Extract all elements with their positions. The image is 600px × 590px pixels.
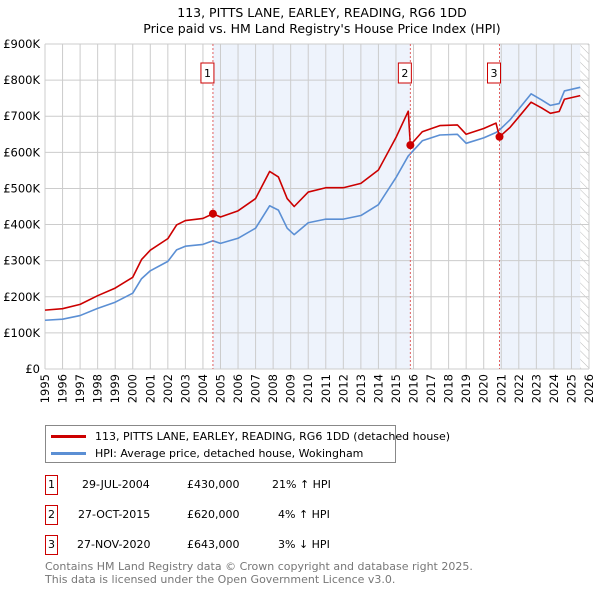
x-tick-label: 2014 <box>371 374 385 403</box>
legend: 113, PITTS LANE, EARLEY, READING, RG6 1D… <box>45 425 450 463</box>
x-tick-label: 2010 <box>301 374 315 403</box>
y-tick-label: £900K <box>3 37 40 51</box>
sale-date: 29-JUL-2004 <box>82 478 150 491</box>
sale-point <box>495 132 504 141</box>
sale-marker-label: 1 <box>204 67 211 80</box>
sale-date: 27-OCT-2015 <box>78 508 151 521</box>
y-tick-label: £300K <box>3 254 40 268</box>
x-tick-label: 2025 <box>564 374 578 403</box>
x-tick-label: 2019 <box>459 374 473 403</box>
legend-swatch-red <box>51 434 86 438</box>
table-row: 2 27-OCT-2015 £620,000 4% ↑ HPI <box>45 505 375 525</box>
hpi-line <box>44 86 581 322</box>
footer: Contains HM Land Registry data © Crown c… <box>45 560 473 586</box>
x-tick-label: 2017 <box>424 374 438 403</box>
legend-swatch-blue <box>51 451 86 455</box>
x-tick-label: 2012 <box>336 374 350 403</box>
x-tick-label: 2005 <box>213 374 227 403</box>
x-tick-label: 1997 <box>73 374 87 403</box>
footer-licence: This data is licensed under the Open Gov… <box>45 573 396 586</box>
x-tick-label: 2011 <box>319 374 333 403</box>
sale-point <box>208 209 217 218</box>
x-tick-label: 1998 <box>91 374 105 403</box>
x-tick-label: 2016 <box>407 374 421 403</box>
sale-marker-box <box>397 62 412 84</box>
x-tick-label: 1999 <box>108 374 122 403</box>
legend-label: HPI: Average price, detached house, Woki… <box>95 446 364 460</box>
price-paid-line <box>44 94 581 311</box>
x-tick-label: 2015 <box>389 374 403 403</box>
sale-hpi-diff: 4% ↑ HPI <box>278 508 330 521</box>
y-tick-label: £700K <box>3 109 40 123</box>
legend-label: 113, PITTS LANE, EARLEY, READING, RG6 1D… <box>95 429 451 443</box>
x-tick-label: 2024 <box>547 374 561 403</box>
shaded-period <box>212 44 411 369</box>
y-tick-label: £800K <box>3 73 40 87</box>
x-tick-label: 2008 <box>266 374 280 403</box>
x-tick-label: 2022 <box>512 374 526 403</box>
x-tick-label: 2020 <box>477 374 491 403</box>
x-tick-label: 2018 <box>442 374 456 403</box>
legend-item-hpi: HPI: Average price, detached house, Woki… <box>51 445 363 461</box>
x-tick-label: 2026 <box>582 374 596 403</box>
footer-copyright: Contains HM Land Registry data © Crown c… <box>45 560 473 573</box>
forecast-hatch <box>580 44 589 369</box>
x-tick-label: 1996 <box>56 374 70 403</box>
table-row: 3 27-NOV-2020 £643,000 3% ↓ HPI <box>45 535 375 555</box>
sale-number: 3 <box>45 535 58 555</box>
sale-point <box>406 141 415 150</box>
sale-marker-box <box>200 62 215 84</box>
x-tick-label: 2007 <box>249 374 263 403</box>
x-tick-label: 2013 <box>354 374 368 403</box>
chart-subtitle: Price paid vs. HM Land Registry's House … <box>143 21 500 36</box>
x-tick-label: 2021 <box>494 374 508 403</box>
sale-price: £643,000 <box>187 538 240 551</box>
x-tick-label: 1995 <box>38 374 52 403</box>
sale-date: 27-NOV-2020 <box>77 538 151 551</box>
chart-title: 113, PITTS LANE, EARLEY, READING, RG6 1D… <box>177 5 467 20</box>
x-tick-label: 2003 <box>178 374 192 403</box>
sale-hpi-diff: 3% ↓ HPI <box>278 538 330 551</box>
y-tick-label: £400K <box>3 218 40 232</box>
y-tick-label: £0 <box>25 362 40 376</box>
table-row: 1 29-JUL-2004 £430,000 21% ↑ HPI <box>45 475 375 495</box>
x-tick-label: 2002 <box>161 374 175 403</box>
price-chart: 113, PITTS LANE, EARLEY, READING, RG6 1D… <box>3 5 596 403</box>
sale-number: 1 <box>45 475 58 495</box>
sale-marker-box <box>487 62 502 84</box>
y-tick-label: £500K <box>3 181 40 195</box>
y-tick-label: £100K <box>3 326 40 340</box>
x-tick-label: 2006 <box>231 374 245 403</box>
y-tick-label: £600K <box>3 145 40 159</box>
x-tick-label: 2009 <box>284 374 298 403</box>
y-tick-label: £200K <box>3 290 40 304</box>
x-tick-label: 2000 <box>126 374 140 403</box>
x-tick-label: 2001 <box>143 374 157 403</box>
sale-hpi-diff: 21% ↑ HPI <box>272 478 331 491</box>
sale-marker-label: 2 <box>401 67 408 80</box>
sale-number: 2 <box>45 505 58 525</box>
shaded-period <box>499 44 581 369</box>
sale-price: £620,000 <box>187 508 240 521</box>
sale-marker-label: 3 <box>491 67 498 80</box>
sale-price: £430,000 <box>187 478 240 491</box>
x-tick-label: 2023 <box>529 374 543 403</box>
x-tick-label: 2004 <box>196 374 210 403</box>
legend-item-property: 113, PITTS LANE, EARLEY, READING, RG6 1D… <box>51 428 450 444</box>
